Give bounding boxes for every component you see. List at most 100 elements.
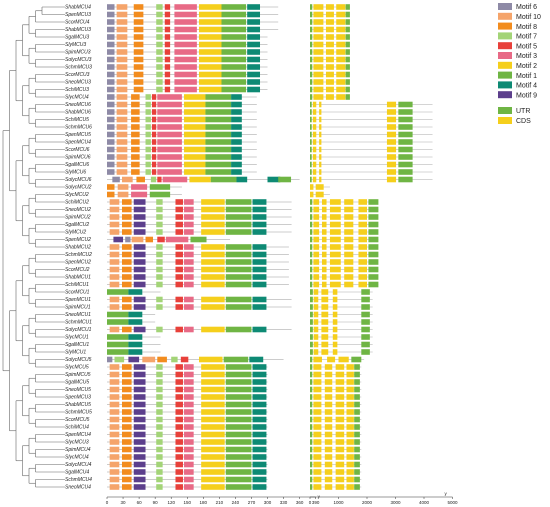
- cds-block: [313, 439, 322, 445]
- motif-box: [133, 79, 144, 85]
- cds-block: [329, 266, 341, 273]
- gene-label: SchiMCU1: [65, 282, 89, 288]
- cds-block: [338, 356, 349, 363]
- utr-block: [398, 124, 413, 130]
- cds-block: [324, 484, 333, 490]
- cds-block: [335, 461, 345, 468]
- motif-box: [199, 4, 222, 10]
- motif-box: [231, 109, 242, 115]
- cds-block: [332, 289, 338, 295]
- utr-block: [354, 386, 360, 393]
- motif-box: [121, 371, 132, 378]
- motif-box: [175, 439, 183, 445]
- motif-box: [252, 439, 267, 445]
- motif-box: [109, 371, 120, 378]
- motif-axis-tick-label: 120: [167, 500, 175, 505]
- legend-swatch: [498, 22, 512, 30]
- motif-axis-tick-label: 180: [200, 500, 208, 505]
- motif-box: [145, 109, 151, 115]
- utr-block: [354, 454, 360, 460]
- cds-block: [332, 349, 338, 355]
- gene-label: ScorMCU1: [65, 290, 90, 296]
- motif-box: [107, 64, 115, 70]
- motif-box: [199, 26, 222, 33]
- motif-box: [121, 221, 132, 228]
- motif-box: [175, 274, 183, 280]
- motif-axis-tick-label: 360: [296, 500, 304, 505]
- motif-box: [128, 311, 143, 318]
- legend: Motif 6 Motif 10 Motif 8 Motif 7 Motif 5 Moti…: [498, 3, 541, 125]
- cds-block: [344, 266, 354, 273]
- motif-box: [116, 94, 128, 100]
- utr-block: [398, 154, 413, 160]
- gene-label: ShabMCU6: [65, 110, 91, 116]
- legend-label: Motif 9: [516, 92, 537, 99]
- motif-box: [247, 4, 261, 10]
- gene-label: SpenMCU3: [65, 12, 91, 18]
- cds-block: [321, 229, 327, 235]
- motif-box: [199, 41, 222, 48]
- gene-label: SlycMCU2: [65, 192, 89, 198]
- utr-block: [398, 131, 413, 138]
- cds-block: [335, 416, 345, 423]
- utr-block: [310, 401, 313, 408]
- motif-box: [164, 11, 171, 18]
- motif-box: [121, 469, 132, 475]
- cds-block: [325, 56, 334, 63]
- utr-block: [398, 161, 413, 168]
- cds-block: [358, 274, 367, 280]
- cds-block: [346, 439, 354, 445]
- motif-box: [252, 386, 267, 393]
- gene-label: SolycMCU1: [65, 327, 92, 333]
- motif-box: [133, 409, 146, 415]
- motif-box: [247, 86, 261, 93]
- motif-axis-tick-label: 210: [216, 500, 224, 505]
- cds-block: [321, 214, 327, 220]
- utr-block: [310, 319, 313, 325]
- motif-box: [112, 176, 120, 183]
- cds-block: [335, 484, 345, 490]
- utr-block: [398, 101, 413, 108]
- motif-box: [184, 94, 206, 100]
- motif-box: [145, 139, 151, 145]
- utr-block: [368, 281, 379, 288]
- motif-box: [205, 146, 232, 153]
- motif-box: [109, 214, 120, 220]
- utr-block: [345, 71, 350, 78]
- motif-box: [156, 476, 163, 483]
- motif-box: [184, 274, 194, 280]
- cds-block: [313, 11, 324, 18]
- motif-box: [252, 266, 267, 273]
- motif-box: [184, 476, 194, 483]
- motif-box: [205, 109, 232, 115]
- motif-box: [109, 266, 120, 273]
- gene-label: SneoMCU1: [65, 312, 91, 318]
- motif-box: [109, 251, 120, 258]
- motif-box: [184, 266, 194, 273]
- motif-box: [225, 221, 252, 228]
- motif-box: [225, 304, 252, 310]
- cds-block: [324, 364, 333, 370]
- motif-box: [184, 304, 194, 310]
- cds-block: [386, 139, 397, 145]
- motif-box: [145, 131, 151, 138]
- cds-block: [313, 229, 320, 235]
- motif-box: [175, 484, 183, 490]
- motif-box: [252, 379, 267, 385]
- motif-box: [109, 326, 120, 333]
- motif-box: [205, 161, 232, 168]
- motif-box: [116, 139, 128, 145]
- cds-block: [386, 109, 397, 115]
- motif-box: [156, 41, 163, 48]
- gene-label: SpimMCU3: [65, 50, 91, 56]
- cds-block: [324, 446, 333, 453]
- cds-block: [325, 79, 334, 85]
- motif-box: [174, 41, 197, 48]
- motif-box: [133, 251, 146, 258]
- motif-box: [225, 461, 252, 468]
- motif-box: [164, 64, 171, 70]
- cds-block: [313, 386, 322, 393]
- motif-box: [109, 469, 120, 475]
- motif-box: [131, 154, 140, 160]
- utr-block: [310, 446, 313, 453]
